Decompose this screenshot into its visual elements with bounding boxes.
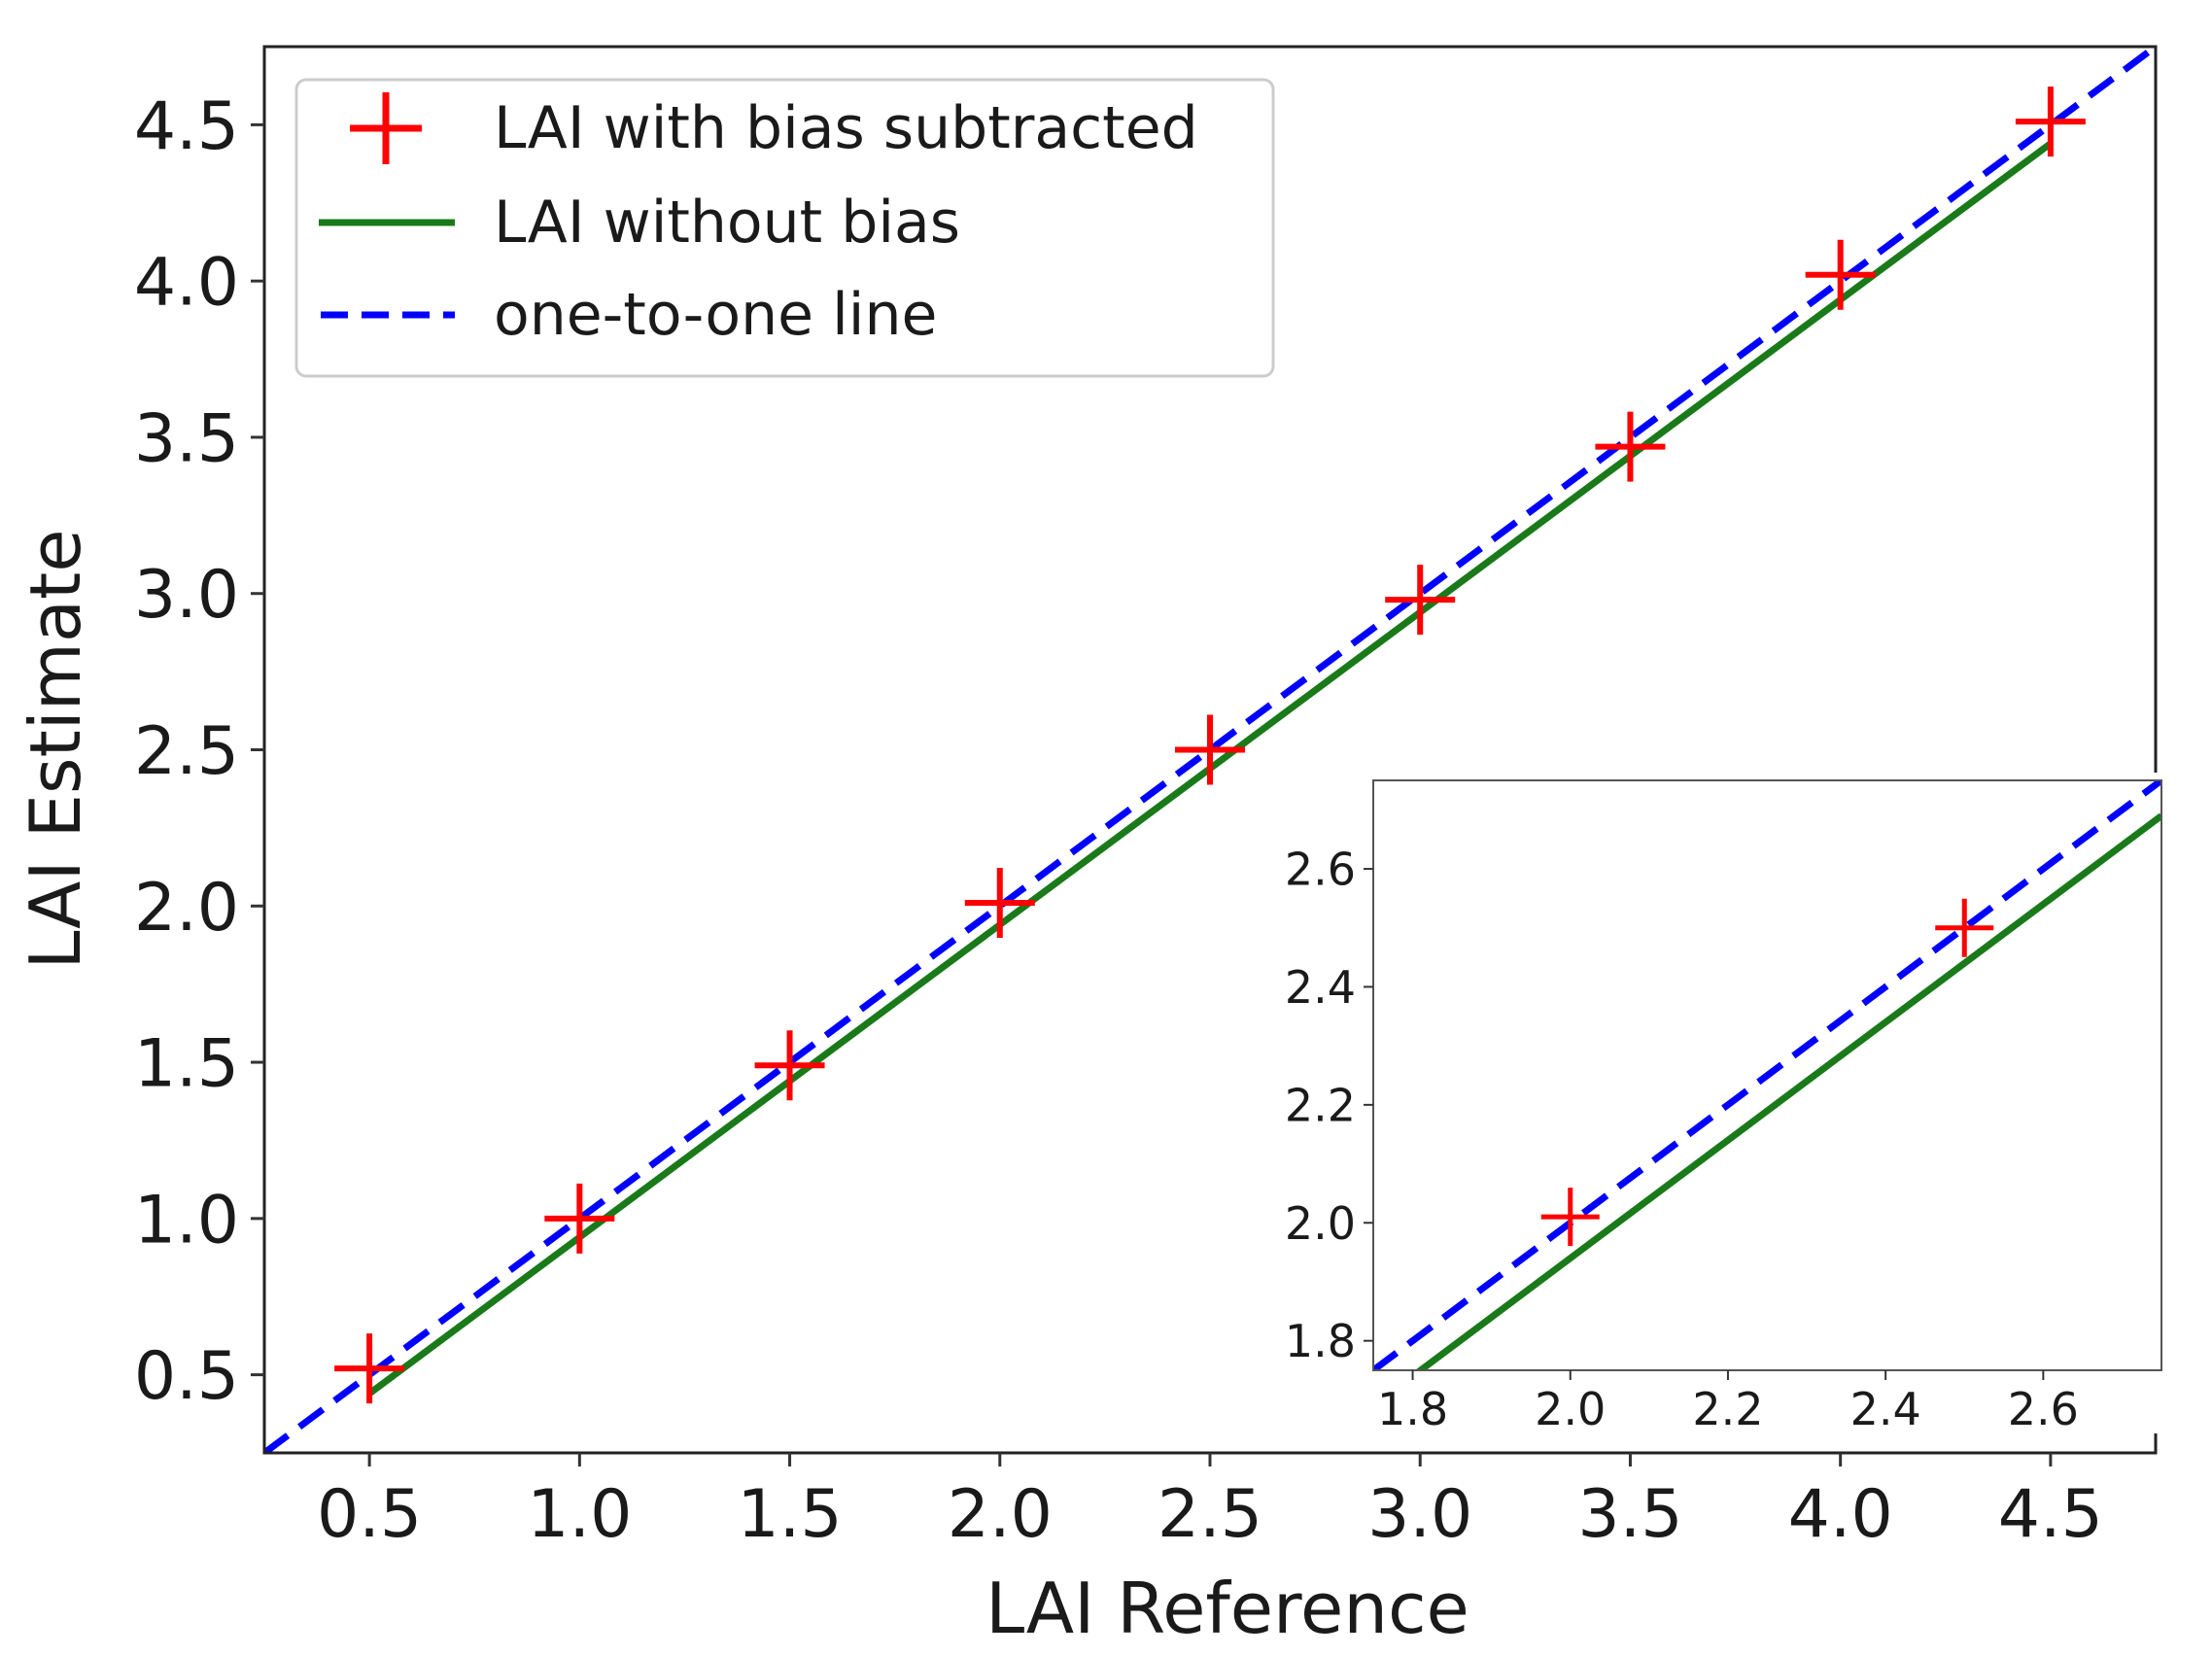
- main-x-tick-label: 3.5: [1577, 1476, 1682, 1553]
- main-x-tick-label: 0.5: [317, 1476, 422, 1553]
- inset-x-tick-label: 1.8: [1377, 1383, 1448, 1435]
- main-y-tick-label: 1.5: [134, 1026, 239, 1103]
- legend: LAI with bias subtracted LAI without bia…: [294, 78, 1275, 378]
- x-axis-title: LAI Reference: [985, 1568, 1469, 1649]
- main-marker-lai-with-bias-subtracted: [334, 1333, 405, 1404]
- main-marker-lai-with-bias-subtracted: [1175, 714, 1245, 785]
- main-y-tick-label: 2.5: [134, 713, 239, 790]
- y-axis-title: LAI Estimate: [15, 529, 96, 969]
- inset-axes: 1.8 2.0 2.2 2.4 2.6 1.8 2.0 2.2 2.4 2.6: [1285, 773, 2174, 1435]
- main-marker-lai-with-bias-subtracted: [964, 868, 1035, 939]
- main-y-tick-label: 3.0: [134, 557, 239, 634]
- inset-plot-frame: [1372, 779, 2162, 1371]
- legend-entry-bias-subtracted: LAI with bias subtracted: [350, 92, 1198, 164]
- main-x-tick-label: 1.5: [737, 1476, 842, 1553]
- main-marker-lai-with-bias-subtracted: [2015, 86, 2086, 157]
- inset-y-tick-label: 2.4: [1285, 961, 1356, 1014]
- main-y-tick-label: 2.0: [134, 870, 239, 947]
- inset-y-tick-label: 2.0: [1285, 1197, 1356, 1250]
- inset-y-tick-label: 1.8: [1285, 1315, 1356, 1367]
- main-x-tick-label: 4.0: [1788, 1476, 1893, 1553]
- main-marker-lai-with-bias-subtracted: [544, 1183, 615, 1254]
- inset-series-lai-without-bias: [1414, 812, 2161, 1370]
- main-x-tick-label: 2.5: [1158, 1476, 1262, 1553]
- inset-y-tick-label: 2.6: [1285, 844, 1356, 896]
- main-x-tick-label: 4.5: [1998, 1476, 2103, 1553]
- legend-frame: [294, 78, 1275, 378]
- inset-y-tick-label: 2.2: [1285, 1079, 1356, 1131]
- main-y-tick-label: 0.5: [134, 1338, 239, 1415]
- inset-series-one-to-one-line: [1373, 780, 2161, 1370]
- main-marker-lai-with-bias-subtracted: [754, 1030, 825, 1101]
- main-marker-lai-with-bias-subtracted: [1805, 239, 1876, 310]
- main-y-tick-label: 1.0: [134, 1182, 239, 1259]
- main-marker-lai-with-bias-subtracted: [1595, 411, 1666, 482]
- legend-entry-without-bias: LAI without bias: [319, 189, 960, 257]
- inset-marker-lai-with-bias-subtracted: [1540, 1188, 1600, 1247]
- main-y-tick-label: 4.0: [134, 245, 239, 322]
- main-x-tick-label: 2.0: [948, 1476, 1053, 1553]
- inset-x-tick-label: 2.2: [1692, 1383, 1763, 1435]
- main-y-tick-label: 4.5: [134, 88, 239, 165]
- main-x-tick-label: 3.0: [1367, 1476, 1472, 1553]
- legend-label-without-bias: LAI without bias: [494, 189, 960, 257]
- main-y-tick-label: 3.5: [134, 400, 239, 477]
- main-marker-lai-with-bias-subtracted: [1385, 565, 1456, 636]
- inset-x-tick-label: 2.4: [1850, 1383, 1921, 1435]
- legend-label-bias-subtracted: LAI with bias subtracted: [494, 94, 1198, 162]
- legend-entry-one-to-one: one-to-one line: [321, 281, 937, 349]
- legend-label-one-to-one: one-to-one line: [494, 281, 937, 349]
- inset-x-tick-label: 2.6: [2008, 1383, 2079, 1435]
- inset-marker-lai-with-bias-subtracted: [1935, 898, 1994, 957]
- inset-x-tick-label: 2.0: [1535, 1383, 1606, 1435]
- main-x-tick-label: 1.0: [527, 1476, 632, 1553]
